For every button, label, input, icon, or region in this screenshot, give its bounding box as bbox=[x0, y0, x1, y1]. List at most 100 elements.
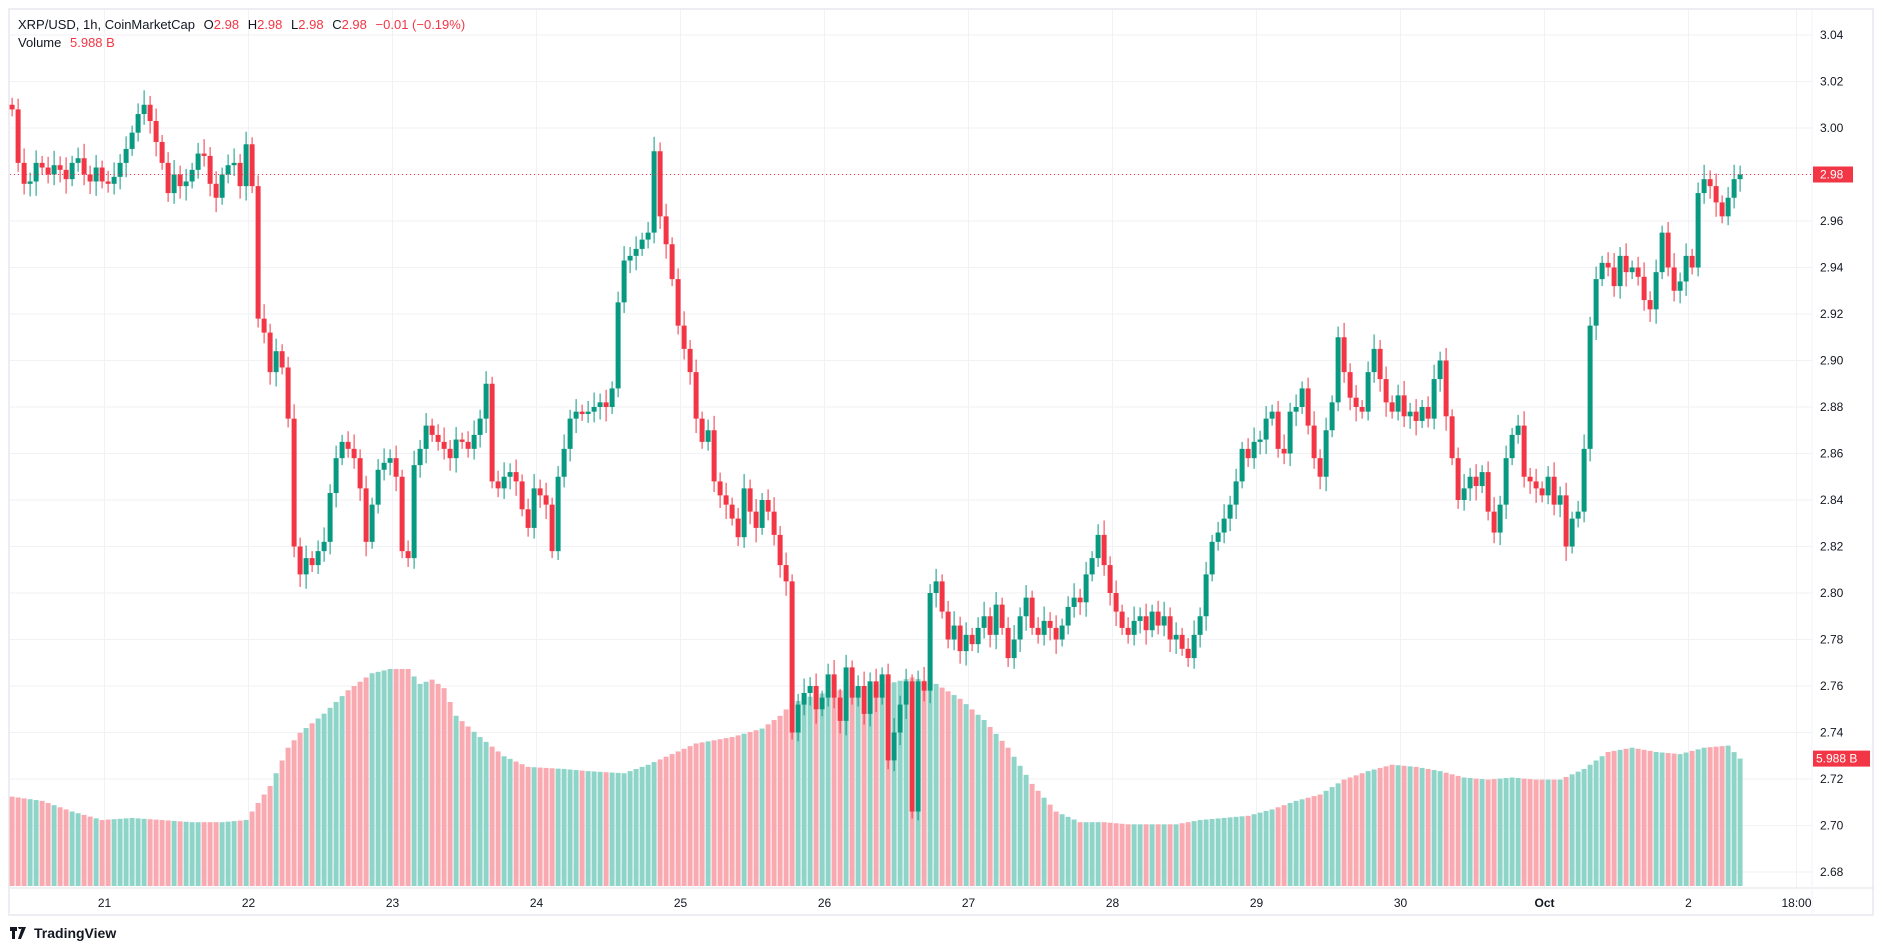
candle bbox=[1215, 521, 1221, 551]
candle bbox=[1569, 511, 1575, 554]
candle-body bbox=[1215, 532, 1221, 542]
candle bbox=[93, 154, 99, 196]
candle-body bbox=[579, 411, 585, 414]
candle bbox=[1113, 580, 1119, 627]
candle-body bbox=[1041, 620, 1047, 635]
candle bbox=[597, 393, 603, 420]
tradingview-logo-text: TradingView bbox=[34, 925, 117, 941]
candle-body bbox=[789, 581, 795, 733]
candle bbox=[849, 660, 855, 705]
candle-body bbox=[1713, 186, 1719, 203]
candle-body bbox=[705, 430, 711, 442]
candle-body bbox=[915, 681, 921, 812]
volume-bar bbox=[1185, 822, 1191, 886]
candle bbox=[27, 172, 33, 197]
candle bbox=[1311, 411, 1317, 469]
candle bbox=[303, 545, 309, 589]
volume-bar bbox=[1257, 812, 1263, 886]
volume-bar bbox=[1293, 800, 1299, 886]
candle-body bbox=[993, 604, 999, 635]
candle bbox=[1575, 500, 1581, 528]
volume-bar bbox=[1443, 772, 1449, 886]
candle-body bbox=[621, 260, 627, 303]
symbol-title[interactable]: XRP/USD, 1h, CoinMarketCap bbox=[18, 17, 196, 32]
candle bbox=[333, 445, 339, 508]
candle bbox=[1581, 434, 1587, 523]
volume-bar bbox=[1209, 818, 1215, 886]
candle-body bbox=[891, 732, 897, 761]
volume-bar bbox=[1173, 824, 1179, 886]
candle bbox=[1503, 445, 1509, 520]
candle bbox=[987, 607, 993, 648]
volume-bar bbox=[729, 737, 735, 886]
candle-body bbox=[297, 546, 303, 575]
candle bbox=[1191, 620, 1197, 669]
candle bbox=[903, 668, 909, 720]
volume-bar bbox=[717, 739, 723, 886]
candle-body bbox=[1287, 411, 1293, 454]
candle bbox=[1149, 604, 1155, 638]
candle-body bbox=[33, 162, 39, 182]
candle-body bbox=[1587, 325, 1593, 449]
candle-body bbox=[393, 458, 399, 477]
volume-bar bbox=[591, 771, 597, 886]
candle-body bbox=[543, 495, 549, 505]
tradingview-logo[interactable]: TradingView bbox=[10, 925, 116, 941]
candle bbox=[105, 170, 111, 193]
candle-body bbox=[897, 704, 903, 733]
volume-bar bbox=[99, 820, 105, 886]
volume-bar bbox=[1449, 774, 1455, 886]
candle-body bbox=[729, 504, 735, 519]
candle-body bbox=[1197, 616, 1203, 635]
candle bbox=[945, 600, 951, 649]
candle-body bbox=[1113, 593, 1119, 612]
candle-body bbox=[885, 674, 891, 761]
volume-bar bbox=[1671, 753, 1677, 886]
candle bbox=[771, 497, 777, 546]
volume-bar bbox=[1269, 809, 1275, 886]
volume-label[interactable]: Volume bbox=[18, 35, 62, 50]
candle-body bbox=[111, 176, 117, 184]
volume-bar bbox=[1305, 797, 1311, 886]
volume-bar bbox=[1107, 822, 1113, 886]
volume-bar bbox=[1323, 790, 1329, 886]
volume-bar bbox=[1263, 811, 1269, 886]
volume-bar bbox=[831, 691, 837, 886]
candle bbox=[879, 667, 885, 705]
candle bbox=[297, 537, 303, 587]
candle bbox=[237, 154, 243, 199]
time-axis-label: 23 bbox=[386, 896, 400, 910]
candle bbox=[171, 160, 177, 204]
candle-body bbox=[963, 634, 969, 652]
candle-body bbox=[531, 488, 537, 528]
candle bbox=[369, 497, 375, 549]
candle bbox=[1653, 259, 1659, 324]
candle-body bbox=[1569, 518, 1575, 547]
candle-body bbox=[1683, 255, 1689, 282]
candle bbox=[567, 409, 573, 462]
candle bbox=[963, 622, 969, 666]
candle-body bbox=[945, 611, 951, 640]
candle-body bbox=[1479, 472, 1485, 487]
time-axis-label: 18:00 bbox=[1781, 896, 1811, 910]
volume-bar bbox=[813, 694, 819, 886]
volume-bar bbox=[765, 724, 771, 886]
candle bbox=[1095, 524, 1101, 567]
price-axis-label: 2.76 bbox=[1820, 679, 1844, 693]
volume-bar bbox=[1299, 799, 1305, 886]
candle-body bbox=[279, 351, 285, 368]
candle bbox=[993, 592, 999, 650]
volume-bar bbox=[771, 720, 777, 886]
volume-bar bbox=[1581, 768, 1587, 886]
candle-body bbox=[459, 439, 465, 442]
volume-bar bbox=[261, 794, 267, 886]
candle bbox=[927, 584, 933, 704]
volume-bar bbox=[1575, 771, 1581, 886]
volume-bar bbox=[255, 803, 261, 886]
volume-bar bbox=[435, 683, 441, 886]
candle bbox=[549, 497, 555, 559]
volume-bar bbox=[183, 821, 189, 886]
candle bbox=[75, 147, 81, 172]
candle-body bbox=[1377, 348, 1383, 380]
